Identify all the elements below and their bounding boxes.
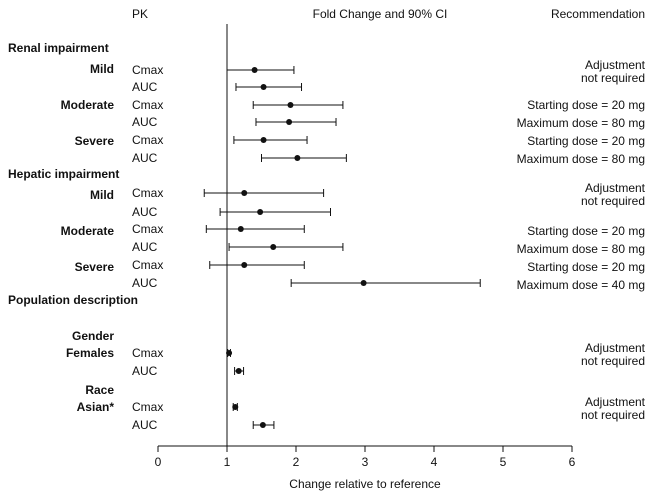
- pk-label: AUC: [132, 418, 158, 432]
- point-estimate: [257, 209, 264, 215]
- pk-label: AUC: [132, 205, 158, 219]
- point-estimate: [232, 404, 239, 410]
- point-estimate: [226, 350, 233, 356]
- point-estimate: [286, 119, 293, 125]
- recommendation-hepatic-severe-cmax: Starting dose = 20 mg: [527, 260, 645, 274]
- group-hepatic-impairment: Hepatic impairment: [8, 167, 119, 181]
- forest-row: Cmax: [132, 258, 305, 272]
- subgroup-hepatic-mild: Mild: [90, 188, 114, 202]
- point-estimate: [241, 262, 248, 268]
- subgroup-hepatic-severe: Severe: [75, 260, 115, 274]
- point-estimate: [294, 155, 301, 161]
- group-renal-impairment: Renal impairment: [8, 41, 109, 55]
- x-tick-label: 4: [431, 455, 438, 469]
- point-estimate: [270, 244, 277, 250]
- pk-label: Cmax: [132, 186, 163, 200]
- forest-row: Cmax: [132, 98, 344, 112]
- pk-label: AUC: [132, 276, 158, 290]
- pk-label: AUC: [132, 364, 158, 378]
- point-estimate: [259, 422, 266, 428]
- x-axis-ticks: 0 1 2 3 4 5 6: [155, 446, 576, 469]
- x-tick-label: 1: [224, 455, 231, 469]
- forest-row: AUC: [132, 418, 275, 432]
- forest-rows: Cmax AUC Cmax AUC Cmax AUC Cmax AUC Cmax AUC Cmax A…: [132, 63, 481, 432]
- subgroup-hepatic-moderate: Moderate: [61, 224, 115, 238]
- forest-row: Cmax: [132, 133, 308, 147]
- recommendation-renal-mild: Adjustment not required: [581, 58, 646, 85]
- pk-label: Cmax: [132, 400, 163, 414]
- recommendation-renal-moderate-auc: Maximum dose = 80 mg: [517, 116, 645, 130]
- forest-row: Cmax: [132, 63, 295, 77]
- forest-row: AUC: [132, 364, 245, 378]
- pk-label: Cmax: [132, 63, 163, 77]
- recommendation-hepatic-moderate-cmax: Starting dose = 20 mg: [527, 224, 645, 238]
- x-axis-label: Change relative to reference: [289, 477, 441, 491]
- point-estimate: [237, 226, 244, 232]
- recommendation-renal-severe-cmax: Starting dose = 20 mg: [527, 134, 645, 148]
- group-population-description: Population description: [8, 293, 138, 307]
- forest-row: AUC: [132, 151, 347, 165]
- x-tick-label: 3: [362, 455, 369, 469]
- recommendation-renal-severe-auc: Maximum dose = 80 mg: [517, 152, 645, 166]
- point-estimate: [235, 368, 242, 374]
- pk-label: AUC: [132, 151, 158, 165]
- recommendation-renal-moderate-cmax: Starting dose = 20 mg: [527, 98, 645, 112]
- forest-row: Cmax: [132, 186, 325, 200]
- point-estimate: [251, 67, 258, 73]
- subgroup-renal-severe: Severe: [75, 134, 115, 148]
- pk-label: Cmax: [132, 346, 163, 360]
- recommendation-hepatic-mild: Adjustment not required: [581, 181, 646, 208]
- pk-label: Cmax: [132, 258, 163, 272]
- forest-row: Cmax: [132, 346, 233, 360]
- header-pk: PK: [132, 7, 148, 21]
- forest-row: AUC: [132, 205, 331, 219]
- forest-row: AUC: [132, 276, 481, 290]
- recommendation-hepatic-severe-auc: Maximum dose = 40 mg: [517, 278, 645, 292]
- pk-label: Cmax: [132, 98, 163, 112]
- subgroup-renal-moderate: Moderate: [61, 98, 115, 112]
- forest-row: Cmax: [132, 222, 305, 236]
- subgroup-renal-mild: Mild: [90, 62, 114, 76]
- forest-row: Cmax: [132, 400, 239, 414]
- recommendation-gender: Adjustment not required: [581, 341, 646, 368]
- forest-row: AUC: [132, 115, 337, 129]
- pk-label: Cmax: [132, 222, 163, 236]
- point-estimate: [260, 84, 267, 90]
- point-estimate: [241, 190, 248, 196]
- point-estimate: [360, 280, 367, 286]
- recommendation-hepatic-moderate-auc: Maximum dose = 80 mg: [517, 242, 645, 256]
- pk-label: AUC: [132, 80, 158, 94]
- header-recommendation: Recommendation: [551, 7, 645, 21]
- x-tick-label: 0: [155, 455, 162, 469]
- subgroup-gender-females: Gender Females: [66, 329, 114, 360]
- pk-label: Cmax: [132, 133, 163, 147]
- pk-label: AUC: [132, 240, 158, 254]
- subgroup-race-asian: Race Asian*: [77, 383, 115, 414]
- recommendation-race: Adjustment not required: [581, 395, 646, 422]
- forest-row: AUC: [132, 80, 303, 94]
- x-tick-label: 5: [500, 455, 507, 469]
- point-estimate: [287, 102, 294, 108]
- x-tick-label: 2: [293, 455, 300, 469]
- x-tick-label: 6: [569, 455, 576, 469]
- pk-label: AUC: [132, 115, 158, 129]
- point-estimate: [260, 137, 267, 143]
- header-ci: Fold Change and 90% CI: [313, 7, 448, 21]
- forest-row: AUC: [132, 240, 344, 254]
